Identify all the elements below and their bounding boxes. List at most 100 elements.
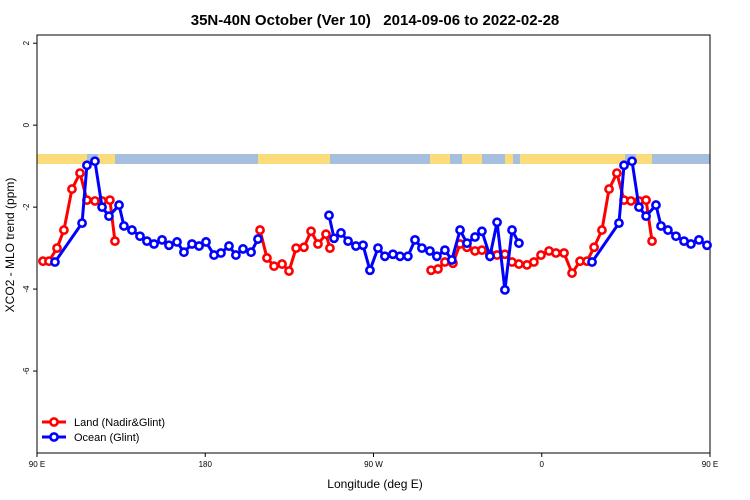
point	[325, 243, 335, 253]
y-tick-label: -4	[22, 285, 31, 293]
point	[663, 225, 673, 235]
point	[431, 251, 442, 262]
point	[402, 251, 413, 262]
land-strip	[37, 154, 87, 164]
series-line	[53, 158, 708, 291]
point	[651, 200, 661, 210]
point	[492, 217, 502, 228]
point	[201, 237, 211, 247]
point	[514, 259, 524, 269]
point	[179, 247, 189, 258]
legend-label: Ocean (Glint)	[74, 432, 139, 444]
point	[114, 200, 124, 210]
point	[336, 228, 346, 238]
chart-title: 35N-40N October (Ver 10) 2014-09-06 to 2…	[191, 12, 560, 29]
x-axis-label: Longitude (deg E)	[327, 477, 422, 491]
point	[82, 160, 92, 171]
y-tick-label: 0	[22, 122, 31, 127]
surface-strip	[37, 154, 710, 164]
point	[269, 261, 279, 272]
plot-frame	[36, 34, 711, 454]
point	[262, 253, 272, 263]
series-line	[42, 168, 654, 277]
x-tick-label: 180	[199, 460, 213, 469]
ocean-strip	[37, 154, 710, 164]
point	[597, 225, 607, 235]
point	[157, 235, 167, 245]
land-strip	[520, 154, 625, 164]
point	[110, 236, 120, 247]
land-strip	[98, 154, 115, 164]
point	[455, 225, 465, 235]
point	[567, 268, 577, 278]
point	[507, 225, 517, 235]
point	[470, 232, 480, 242]
point	[67, 184, 77, 194]
point	[224, 241, 234, 251]
point	[694, 235, 704, 245]
point	[365, 265, 375, 276]
point	[149, 239, 159, 249]
legend: Land (Nadir&Glint) Ocean (Glint)	[42, 417, 165, 444]
y-tick-label: 2	[22, 40, 31, 45]
point	[321, 229, 331, 240]
point	[104, 211, 114, 222]
point	[612, 168, 622, 179]
point	[90, 156, 100, 167]
point	[59, 225, 69, 235]
legend-marker	[49, 417, 59, 427]
x-tick-label: 90 W	[364, 460, 383, 469]
point	[299, 242, 309, 253]
point	[306, 226, 316, 237]
point	[641, 195, 651, 206]
point	[277, 259, 287, 269]
point	[246, 247, 256, 258]
point	[587, 257, 597, 267]
y-axis-label: XCO2 - MLO trend (ppm)	[3, 178, 17, 313]
y-tick-label: -2	[22, 203, 31, 211]
point	[127, 225, 137, 235]
point	[343, 236, 353, 247]
land-strip	[258, 154, 330, 164]
point	[477, 245, 487, 256]
point	[395, 251, 405, 262]
x-tick-label: 90 E	[29, 460, 45, 469]
point	[589, 242, 599, 253]
point	[656, 221, 666, 231]
point	[291, 243, 302, 253]
point	[52, 243, 62, 253]
point	[97, 202, 107, 213]
point	[536, 250, 546, 260]
point	[50, 257, 60, 267]
point	[627, 156, 637, 167]
point	[194, 241, 204, 251]
point	[528, 257, 539, 267]
land-strip	[462, 154, 482, 164]
point	[634, 202, 644, 213]
point	[119, 221, 129, 231]
point	[324, 210, 334, 221]
land-strip	[636, 154, 652, 164]
point	[284, 266, 294, 276]
point	[216, 248, 226, 258]
point	[313, 239, 323, 249]
point	[619, 160, 629, 171]
y-tick-label: -6	[22, 367, 31, 375]
point	[75, 168, 85, 179]
point	[255, 225, 265, 235]
point	[164, 240, 174, 251]
point	[440, 245, 450, 256]
point	[462, 238, 472, 249]
point	[647, 236, 657, 247]
point	[329, 233, 339, 244]
point	[433, 264, 443, 274]
point	[231, 250, 241, 260]
legend-label: Land (Nadir&Glint)	[74, 417, 165, 429]
point	[626, 196, 636, 206]
point	[172, 237, 182, 247]
point	[686, 239, 696, 249]
point	[358, 240, 368, 251]
point	[485, 251, 495, 262]
point	[425, 246, 435, 256]
